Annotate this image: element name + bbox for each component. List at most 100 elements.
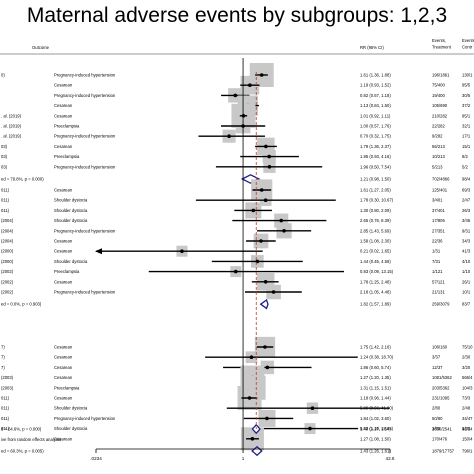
events-treatment-value: 19/400	[432, 93, 445, 98]
events-treatment-value: 196/1861	[432, 73, 450, 78]
events-control-value: 8/2	[462, 154, 468, 159]
heterogeneity-label: ed = 0.0%, p = 0.903)	[1, 302, 42, 307]
events-control-value: 34/47	[462, 416, 473, 421]
events-control-value: 796/1	[462, 449, 473, 454]
outcome-label: Shoulder dystocia	[54, 426, 88, 431]
study-label: 7)	[1, 365, 5, 370]
study-label: (2002)	[1, 279, 14, 284]
subtotal-diamond	[240, 174, 261, 184]
events-treatment-value: 170/476	[432, 436, 448, 441]
events-treatment-value: 17/805	[432, 218, 445, 223]
point-estimate	[259, 239, 263, 243]
point-estimate	[264, 144, 268, 149]
study-label: (2002)	[1, 290, 14, 295]
study-label: 03)	[1, 154, 8, 159]
outcome-label: Shoulder dystocia	[54, 198, 88, 203]
events-treatment-value: 27/351	[432, 228, 445, 233]
rr-ci-label: 1.21 (0.98, 1.50)	[360, 177, 391, 182]
events-control-header: Contr	[462, 45, 473, 50]
events-control-value: 150/4	[462, 436, 473, 441]
point-estimate	[249, 355, 254, 360]
events-treatment-value: 106/160	[432, 345, 448, 350]
events-treatment-value: 1/80	[432, 426, 441, 431]
events-treatment-value: 1/121	[432, 269, 443, 274]
study-label: (2004)	[1, 239, 14, 244]
events-control-value: 566/4	[462, 375, 473, 380]
events-treatment-value: 7/31	[432, 259, 441, 264]
rr-ci-label: 1.79 (1.36, 2.37)	[360, 144, 391, 149]
outcome-label: Cesarean	[54, 375, 73, 380]
study-label: 7)	[1, 345, 5, 350]
outcome-label: Shoulder dystocia	[54, 218, 88, 223]
point-estimate	[248, 83, 252, 87]
point-estimate	[180, 249, 184, 253]
outcome-label: Cesarean	[54, 345, 73, 350]
events-treatment-value: 9/282	[432, 134, 443, 139]
events-treatment-header: Treatment	[432, 45, 452, 50]
events-treatment-value: 1879/17757	[432, 449, 455, 454]
rr-ci-label: 1.27 (1.20, 1.35)	[360, 375, 391, 380]
outcome-label: Cesarean	[54, 144, 73, 149]
heterogeneity-label: ed = 79.8%, p = 0.000)	[1, 177, 44, 182]
rr-ci-label: 1.43 (1.26, 1.61)	[360, 449, 391, 454]
events-treatment-value: 5/213	[432, 164, 443, 169]
events-control-value: 81/24	[462, 427, 473, 432]
rr-ci-label: 5.89 (0.66, 41.90)	[360, 406, 394, 411]
outcome-label: Cesarean	[54, 239, 73, 244]
events-control-value: 104/3	[462, 385, 473, 390]
point-estimate	[233, 93, 238, 98]
study-label: . al. (2019)	[1, 124, 22, 129]
study-label: 011)	[1, 426, 10, 431]
rr-ci-label: 1.13 (0.84, 1.50)	[360, 103, 391, 108]
rr-ci-label: 1.61 (1.27, 2.05)	[360, 188, 391, 193]
events-control-value: 73/3	[462, 396, 471, 401]
rr-ci-label: 1.82 (1.57, 1.89)	[360, 302, 391, 307]
study-label: (2000)	[1, 249, 14, 254]
events-control-value: 26/1	[462, 279, 471, 284]
point-estimate	[267, 154, 272, 159]
events-treatment-value: 21/131	[432, 290, 445, 295]
events-treatment-value: 56/213	[432, 144, 445, 149]
rr-ci-label: 1.78 (0.30, 10.67)	[360, 198, 394, 203]
point-estimate	[282, 229, 286, 233]
point-estimate	[279, 218, 284, 223]
outcome-label: Preeclampsia	[54, 385, 80, 390]
study-label: 011)	[1, 416, 10, 421]
rr-ci-label: 1.86 (0.60, 5.74)	[360, 365, 391, 370]
events-control-value: 10/1	[462, 290, 471, 295]
point-estimate	[251, 208, 256, 213]
events-treatment-value: 702/4866	[432, 177, 450, 182]
rr-ci-label: 1.24 (0.38, 18.70)	[360, 355, 394, 360]
study-label: 011)	[1, 198, 10, 203]
outcome-label: Shoulder dystocia	[54, 208, 88, 213]
point-estimate	[267, 165, 272, 169]
outcome-label: Pregnancy-induced hypertension	[54, 134, 116, 139]
point-estimate	[263, 280, 268, 284]
events-control-value: 30/5	[462, 93, 471, 98]
point-estimate	[265, 416, 269, 421]
outcome-column-header: Outcome	[32, 45, 50, 50]
rr-ci-label: 0.83 (0.09, 13.15)	[360, 269, 394, 274]
events-treatment-value: 125/401	[432, 188, 448, 193]
events-control-value: 3/20	[462, 365, 471, 370]
events-treatment-value: 210/282	[432, 113, 448, 118]
study-label: 03)	[1, 144, 8, 149]
events-treatment-value: 22/36	[432, 239, 443, 244]
rr-ci-label: 1.96 (0.50, 7.54)	[360, 164, 391, 169]
rr-ci-label: 0.70 (0.32, 1.75)	[360, 134, 391, 139]
events-treatment-value: 3/37	[432, 355, 441, 360]
rr-ci-label: 1.18 (0.96, 1.44)	[360, 396, 391, 401]
outcome-label: Pregnancy-induced hypertension	[54, 164, 116, 169]
outcome-label: Shoulder dystocia	[54, 406, 88, 411]
study-label: 7)	[1, 355, 5, 360]
rr-ci-label: 1.31 (1.15, 1.51)	[360, 385, 391, 390]
rr-ci-label: 1.00 (0.57, 1.76)	[360, 124, 391, 129]
outcome-label: Shoulder dystocia	[54, 259, 88, 264]
study-label: 0)	[1, 73, 5, 78]
events-control-value: 5/2	[462, 164, 468, 169]
events-treatment-header: Events,	[432, 38, 446, 43]
events-control-value: 130/1	[462, 73, 473, 78]
point-estimate	[250, 437, 255, 441]
outcome-label: Cesarean	[54, 249, 73, 254]
